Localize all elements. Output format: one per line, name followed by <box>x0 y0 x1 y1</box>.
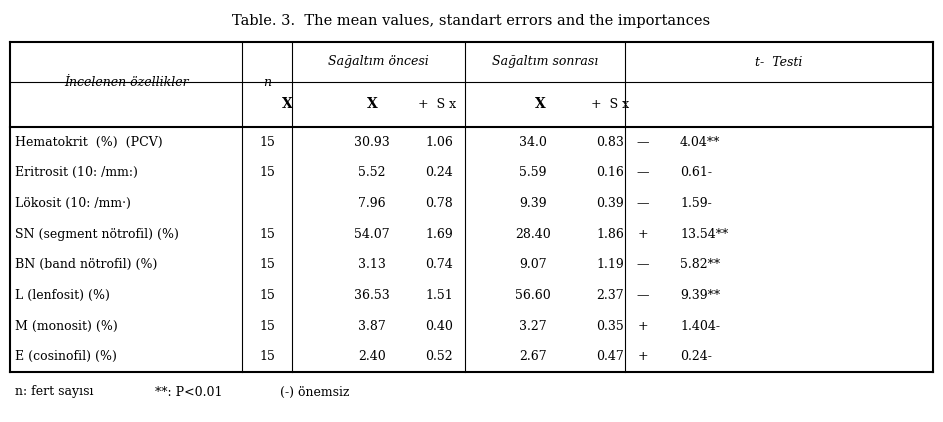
Text: M (monosit) (%): M (monosit) (%) <box>15 319 118 333</box>
Text: 0.61-: 0.61- <box>680 166 712 179</box>
Text: —: — <box>637 136 649 149</box>
Text: 28.40: 28.40 <box>515 228 551 241</box>
Text: 4.04**: 4.04** <box>680 136 720 149</box>
Text: 15: 15 <box>259 258 275 271</box>
Text: —: — <box>637 258 649 271</box>
Text: 3.13: 3.13 <box>358 258 386 271</box>
Text: 30.93: 30.93 <box>355 136 389 149</box>
Text: 2.67: 2.67 <box>520 350 547 363</box>
Text: —: — <box>637 289 649 302</box>
Text: Sağaltım sonrası: Sağaltım sonrası <box>492 56 598 68</box>
Text: E (cosinofil) (%): E (cosinofil) (%) <box>15 350 117 363</box>
Text: 1.51: 1.51 <box>425 289 453 302</box>
Text: X: X <box>367 97 377 111</box>
Text: 15: 15 <box>259 319 275 333</box>
Text: **: P<0.01: **: P<0.01 <box>155 386 223 398</box>
Text: 5.52: 5.52 <box>358 166 386 179</box>
Text: t-  Testi: t- Testi <box>755 56 802 68</box>
Text: n: n <box>263 76 271 89</box>
Text: 13.54**: 13.54** <box>680 228 728 241</box>
Text: +  S x: + S x <box>591 98 629 111</box>
Text: n: fert sayısı: n: fert sayısı <box>15 386 93 398</box>
Text: 5.82**: 5.82** <box>680 258 720 271</box>
Text: +: + <box>637 319 649 333</box>
Text: İncelenen özellikler: İncelenen özellikler <box>64 76 189 89</box>
Text: 9.39: 9.39 <box>520 197 547 210</box>
Text: BN (band nötrofil) (%): BN (band nötrofil) (%) <box>15 258 157 271</box>
Text: —: — <box>637 197 649 210</box>
Text: 1.69: 1.69 <box>425 228 453 241</box>
Text: 0.47: 0.47 <box>596 350 624 363</box>
Text: 15: 15 <box>259 166 275 179</box>
Text: Table. 3.  The mean values, standart errors and the importances: Table. 3. The mean values, standart erro… <box>232 14 710 28</box>
Text: 9.39**: 9.39** <box>680 289 720 302</box>
Text: 2.40: 2.40 <box>358 350 386 363</box>
Text: 36.53: 36.53 <box>355 289 389 302</box>
Text: 1.06: 1.06 <box>425 136 453 149</box>
Text: +: + <box>637 350 649 363</box>
Text: 1.19: 1.19 <box>596 258 624 271</box>
Text: 0.39: 0.39 <box>596 197 624 210</box>
Text: +  S x: + S x <box>418 98 456 111</box>
Text: 15: 15 <box>259 289 275 302</box>
Text: —: — <box>637 166 649 179</box>
Text: 15: 15 <box>259 136 275 149</box>
Text: SN (segment nötrofil) (%): SN (segment nötrofil) (%) <box>15 228 179 241</box>
Text: 0.83: 0.83 <box>596 136 624 149</box>
Text: (-) önemsiz: (-) önemsiz <box>280 386 350 398</box>
Text: 1.404-: 1.404- <box>680 319 720 333</box>
Text: 9.07: 9.07 <box>520 258 547 271</box>
Text: 7.96: 7.96 <box>358 197 386 210</box>
Text: 54.07: 54.07 <box>355 228 389 241</box>
Text: 34.0: 34.0 <box>519 136 547 149</box>
Text: L (lenfosit) (%): L (lenfosit) (%) <box>15 289 110 302</box>
Text: 56.60: 56.60 <box>515 289 551 302</box>
Text: 1.59-: 1.59- <box>680 197 712 210</box>
Text: X: X <box>282 97 293 111</box>
Text: 3.27: 3.27 <box>520 319 547 333</box>
Text: X: X <box>535 97 545 111</box>
Text: 3.87: 3.87 <box>358 319 386 333</box>
Text: +: + <box>637 228 649 241</box>
Text: 1.86: 1.86 <box>596 228 624 241</box>
Text: Hematokrit  (%)  (PCV): Hematokrit (%) (PCV) <box>15 136 162 149</box>
Text: 0.24-: 0.24- <box>680 350 712 363</box>
Text: 2.37: 2.37 <box>596 289 624 302</box>
Text: 0.24: 0.24 <box>425 166 453 179</box>
Text: Lökosit (10: /mm·): Lökosit (10: /mm·) <box>15 197 131 210</box>
Text: Eritrosit (10: /mm:): Eritrosit (10: /mm:) <box>15 166 138 179</box>
Text: 0.35: 0.35 <box>596 319 624 333</box>
Text: 15: 15 <box>259 350 275 363</box>
Text: 0.40: 0.40 <box>425 319 453 333</box>
Text: 0.52: 0.52 <box>425 350 453 363</box>
Text: 5.59: 5.59 <box>520 166 547 179</box>
Text: 0.78: 0.78 <box>425 197 453 210</box>
Text: 15: 15 <box>259 228 275 241</box>
Text: 0.16: 0.16 <box>596 166 624 179</box>
Text: Sağaltım öncesi: Sağaltım öncesi <box>328 56 429 68</box>
Text: 0.74: 0.74 <box>425 258 453 271</box>
